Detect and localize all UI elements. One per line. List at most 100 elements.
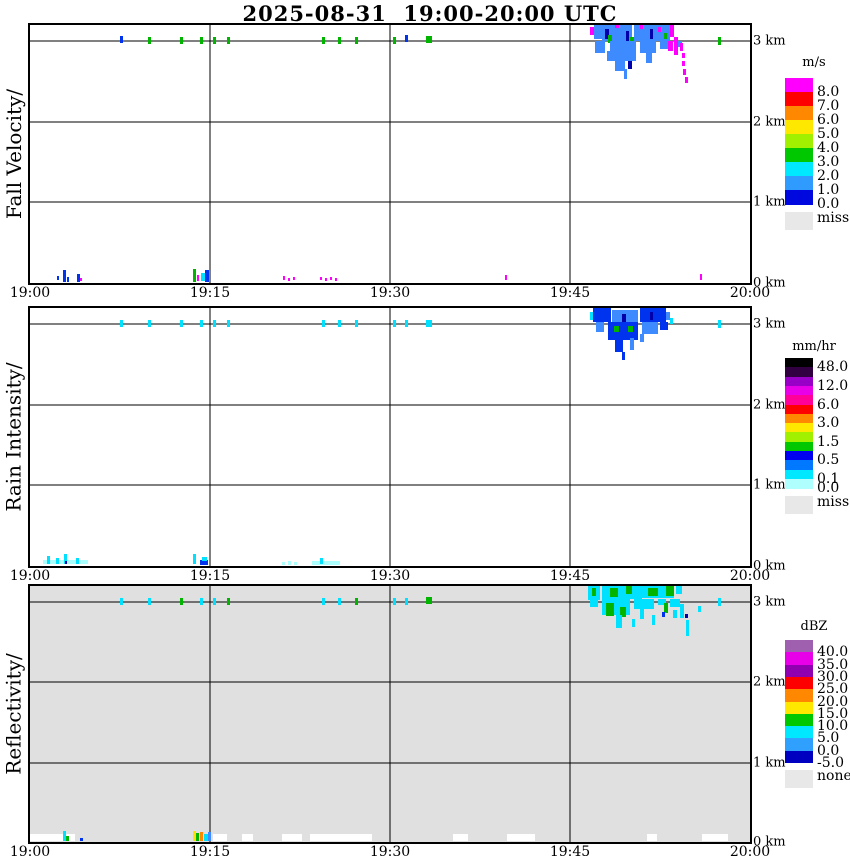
- legend-value-label: 3.0: [817, 415, 840, 432]
- legend-value-label: 35.0: [817, 656, 849, 673]
- data-mark: [338, 320, 341, 327]
- legend-value-label: 0.0: [817, 480, 840, 497]
- data-mark: [700, 274, 702, 280]
- height-tick-label: 3 km: [753, 33, 786, 49]
- data-mark: [405, 35, 408, 42]
- legend-missing-label: miss: [817, 210, 850, 226]
- data-mark: [615, 61, 625, 71]
- legend-band: [785, 689, 813, 702]
- data-mark: [718, 320, 721, 328]
- data-mark: [606, 603, 614, 616]
- x-tick-label: 19:15: [189, 285, 231, 301]
- legend-value-label: 7.0: [817, 98, 840, 114]
- data-mark: [666, 312, 670, 320]
- x-tick-label: 19:30: [369, 285, 411, 301]
- data-mark: [63, 270, 66, 282]
- legend-missing-band: [785, 770, 813, 788]
- data-mark: [56, 558, 59, 564]
- legend-value-label: 40.0: [817, 644, 849, 661]
- data-mark: [193, 554, 196, 564]
- data-mark: [605, 29, 609, 39]
- x-tick-label: 19:45: [549, 285, 591, 301]
- data-mark: [355, 320, 358, 327]
- height-tick-label: 0 km: [753, 558, 786, 574]
- height-tick-label: 1 km: [753, 477, 786, 493]
- data-mark: [507, 834, 535, 841]
- data-mark: [628, 326, 633, 332]
- data-mark: [615, 340, 623, 352]
- legend-unit-label: dBZ: [800, 619, 828, 634]
- data-mark: [293, 277, 295, 280]
- data-mark: [626, 31, 629, 45]
- legend-band: [785, 738, 813, 752]
- legend-value-label: 15.0: [817, 705, 849, 722]
- legend-band: [785, 376, 813, 387]
- data-mark: [80, 278, 82, 281]
- data-mark: [610, 41, 636, 61]
- data-mark: [670, 318, 673, 324]
- x-tick-label: 19:45: [549, 844, 591, 860]
- data-mark: [658, 27, 661, 32]
- data-mark: [202, 557, 207, 561]
- data-mark: [63, 831, 66, 841]
- height-tick-label: 1 km: [753, 755, 786, 771]
- legend-value-label: 2.0: [817, 168, 840, 184]
- data-mark: [120, 598, 123, 605]
- data-mark: [640, 334, 644, 342]
- data-mark: [65, 561, 67, 564]
- data-mark: [680, 604, 684, 618]
- data-mark: [227, 320, 230, 327]
- legend-band: [785, 469, 813, 480]
- data-mark: [614, 326, 619, 332]
- data-mark: [393, 37, 396, 44]
- data-mark: [338, 37, 341, 44]
- data-mark: [642, 322, 658, 334]
- data-mark: [592, 588, 596, 596]
- data-mark: [608, 35, 612, 43]
- legend-missing-label: none: [817, 768, 850, 784]
- data-mark: [288, 561, 291, 565]
- data-mark: [622, 352, 625, 360]
- legend-band: [785, 120, 813, 135]
- legend-band: [785, 726, 813, 739]
- data-mark: [322, 598, 325, 605]
- data-mark: [120, 320, 123, 327]
- data-mark: [201, 273, 205, 281]
- data-mark: [602, 586, 642, 599]
- data-mark: [322, 37, 325, 44]
- legend-value-label: 0.1: [817, 470, 840, 487]
- legend-unit-label: mm/hr: [792, 339, 836, 354]
- plot-area-reflectivity: [30, 586, 750, 842]
- data-mark: [593, 308, 611, 322]
- data-mark: [666, 586, 674, 596]
- y-axis-title: Rain Intensity/: [0, 308, 28, 566]
- data-mark: [626, 586, 632, 594]
- x-tick-label: 20:00: [729, 568, 771, 584]
- data-mark: [624, 69, 627, 79]
- data-mark: [640, 25, 643, 29]
- data-mark: [47, 556, 50, 564]
- data-mark: [648, 588, 658, 596]
- data-mark: [57, 276, 59, 280]
- height-tick-label: 1 km: [753, 194, 786, 210]
- data-mark: [288, 278, 290, 281]
- data-mark: [658, 599, 666, 605]
- data-mark: [664, 33, 667, 39]
- data-mark: [77, 274, 80, 282]
- height-tick-label: 2 km: [753, 114, 786, 130]
- data-mark: [634, 599, 654, 609]
- legend-band: [785, 664, 813, 678]
- data-mark: [200, 37, 203, 44]
- data-mark: [718, 37, 721, 45]
- data-mark: [453, 834, 468, 841]
- data-mark: [148, 37, 151, 44]
- legend-value-label: 1.5: [817, 433, 840, 450]
- legend-value-label: 3.0: [817, 154, 840, 170]
- data-mark: [426, 320, 432, 327]
- data-mark: [355, 598, 358, 605]
- data-mark: [632, 619, 635, 627]
- data-mark: [193, 831, 196, 841]
- data-mark: [610, 588, 618, 597]
- y-axis-title-text: Reflectivity/: [2, 653, 27, 775]
